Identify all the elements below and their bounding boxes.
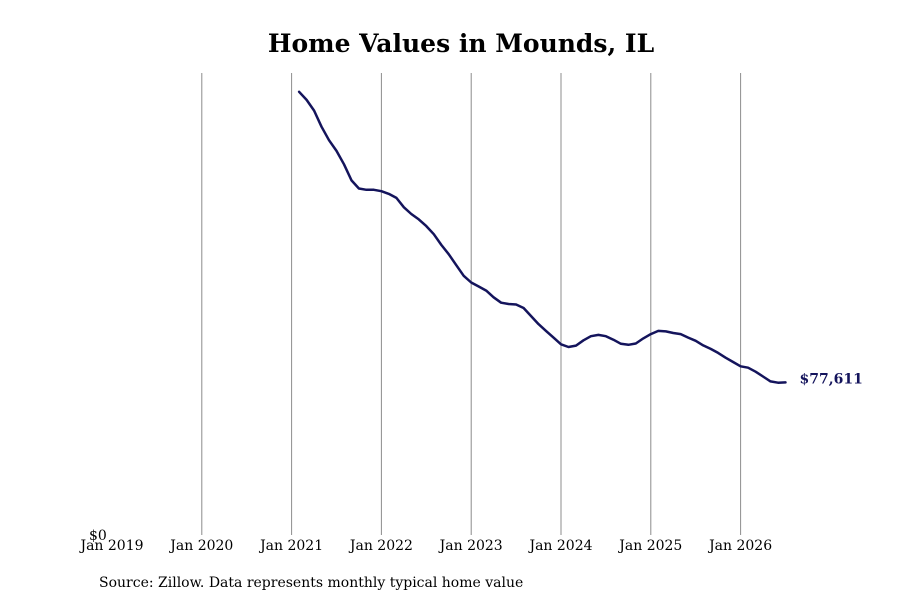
source-note: Source: Zillow. Data represents monthly … xyxy=(99,575,523,591)
x-tick-label: Jan 2026 xyxy=(707,538,772,554)
home-value-line xyxy=(297,90,787,384)
x-tick-label: Jan 2024 xyxy=(527,538,592,554)
latest-value-label: $77,611 xyxy=(800,371,863,387)
x-tick-label: Jan 2022 xyxy=(348,538,413,554)
x-tick-label: Jan 2025 xyxy=(617,538,682,554)
y-axis-zero-label: $0 xyxy=(89,528,107,544)
chart-title: Home Values in Mounds, IL xyxy=(268,29,655,58)
x-tick-label: Jan 2020 xyxy=(168,538,233,554)
x-tick-label: Jan 2019 xyxy=(78,538,143,554)
x-tick-label: Jan 2023 xyxy=(438,538,503,554)
x-tick-label: Jan 2021 xyxy=(258,538,323,554)
x-axis-tick-labels: Jan 2019 Jan 2020 Jan 2021 Jan 2022 Jan 2023… xyxy=(78,538,772,554)
vertical-gridlines xyxy=(201,73,742,535)
